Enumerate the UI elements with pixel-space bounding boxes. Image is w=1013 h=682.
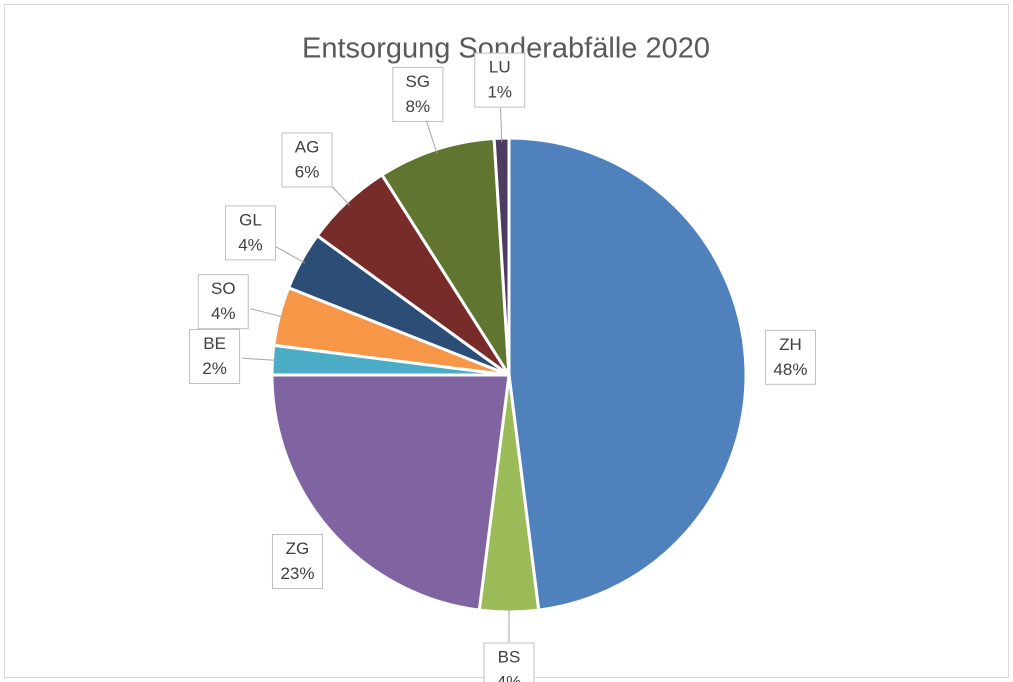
leader-line	[274, 245, 306, 264]
data-label-value: 48%	[773, 360, 807, 379]
leader-line	[500, 108, 503, 143]
data-label-value: 2%	[202, 359, 227, 378]
leader-line	[242, 357, 277, 361]
data-label-box	[281, 132, 333, 188]
data-label-category: LU	[489, 58, 511, 77]
data-label-category: ZG	[286, 539, 310, 558]
data-label-box	[483, 642, 535, 682]
data-label-value: 23%	[280, 564, 314, 583]
data-label-box	[392, 66, 444, 122]
data-label-category: SG	[406, 72, 431, 91]
data-label-value: 8%	[406, 97, 431, 116]
data-label-value: 4%	[497, 672, 522, 682]
data-label-category: GL	[239, 210, 262, 229]
data-label-box	[764, 329, 816, 385]
leader-line	[426, 120, 438, 154]
pie-slice	[270, 373, 511, 612]
data-label-box	[197, 274, 249, 330]
data-label-value: 1%	[487, 83, 512, 102]
data-label-category: BS	[498, 647, 521, 666]
data-label-box	[474, 52, 526, 108]
data-label-box	[189, 328, 241, 384]
data-label-category: AG	[295, 137, 320, 156]
data-label-box	[224, 205, 276, 261]
data-label-category: SO	[211, 279, 236, 298]
data-label-value: 4%	[211, 304, 236, 323]
pie-slice	[507, 136, 748, 612]
data-label-box	[271, 533, 323, 589]
data-label-value: 6%	[295, 162, 320, 181]
data-label-category: ZH	[779, 335, 802, 354]
leader-line	[250, 308, 284, 318]
data-label-value: 4%	[238, 235, 263, 254]
data-label-category: BE	[203, 334, 226, 353]
